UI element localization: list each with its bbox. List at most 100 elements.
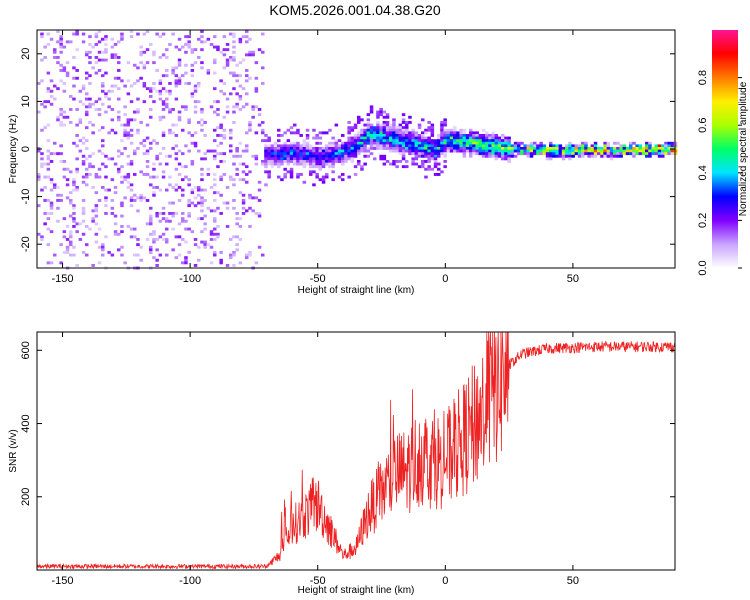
spectrogram-cell xyxy=(161,74,166,78)
spectrogram-cell xyxy=(94,56,99,59)
spectrogram-cell xyxy=(120,79,124,83)
spectrogram-cell xyxy=(200,199,204,202)
spectrogram-cell xyxy=(184,258,188,262)
spectrogram-cell xyxy=(293,123,297,127)
spectrogram-cell xyxy=(385,144,390,148)
spectrogram-cell xyxy=(501,152,505,156)
spectrogram-cell xyxy=(245,209,249,213)
spectrogram-cell xyxy=(401,144,406,148)
spectrogram-cell xyxy=(552,144,556,148)
spectrogram-cell xyxy=(286,157,291,161)
spectrogram-cell xyxy=(593,147,598,150)
spectrogram-cell xyxy=(203,214,207,218)
spectrogram-cell xyxy=(142,63,147,67)
spectrogram-cell xyxy=(360,118,364,122)
spectrogram-cell xyxy=(491,141,495,145)
spectrogram-cell xyxy=(59,79,63,83)
spectrogram-cell xyxy=(248,253,252,257)
spectrogram-cell xyxy=(187,35,191,39)
spectrogram-cell xyxy=(245,92,249,96)
spectrogram-cell xyxy=(545,152,550,156)
spectrogram-cell xyxy=(69,170,73,174)
spectrogram-cell xyxy=(174,82,179,85)
spectrogram-cell xyxy=(171,201,175,205)
spectrogram-cell xyxy=(309,154,313,158)
spectrogram-cell xyxy=(142,100,147,104)
spectrogram-cell xyxy=(97,58,102,62)
spectrogram-xtick-label: -100 xyxy=(179,273,201,285)
spectrogram-cell xyxy=(174,235,179,239)
spectrogram-cell xyxy=(184,63,188,67)
spectrogram-cell xyxy=(667,152,671,156)
spectrogram-cell xyxy=(606,154,611,158)
spectrogram-cell xyxy=(49,89,54,93)
spectrogram-cell xyxy=(104,48,108,52)
spectrogram-cell xyxy=(337,144,342,148)
spectrogram-cell xyxy=(241,87,246,91)
spectrogram-cell xyxy=(213,61,217,65)
spectrogram-cell xyxy=(289,170,294,174)
spectrogram-cell xyxy=(43,175,47,179)
spectrogram-cell xyxy=(187,214,191,218)
spectrogram-cell xyxy=(129,235,134,239)
spectrogram-cell xyxy=(200,30,204,33)
spectrogram-cell xyxy=(536,147,540,150)
spectrogram-cell xyxy=(152,240,156,244)
spectrogram-cell xyxy=(133,149,137,153)
spectrogram-cell xyxy=(94,61,99,65)
spectrogram-cell xyxy=(529,144,534,148)
spectrogram-cell xyxy=(341,173,345,176)
spectrogram-cell xyxy=(635,152,639,156)
spectrogram-cell xyxy=(117,118,121,122)
spectrogram-cell xyxy=(145,173,150,176)
spectrogram-cell xyxy=(507,160,511,163)
spectrogram-cell xyxy=(72,217,76,221)
spectrogram-cell xyxy=(485,154,489,158)
spectrogram-cell xyxy=(126,175,131,179)
spectrogram-cell xyxy=(49,188,54,192)
spectrogram-cell xyxy=(398,131,403,135)
spectrogram-cell xyxy=(424,139,428,143)
spectrogram-cell xyxy=(219,141,223,145)
spectrogram-cell xyxy=(411,141,415,145)
snr-xtick-label: -150 xyxy=(52,575,74,587)
spectrogram-cell xyxy=(123,134,127,137)
spectrogram-cell xyxy=(312,165,316,169)
spectrogram-cell xyxy=(574,149,579,153)
spectrogram-cell xyxy=(305,154,310,158)
spectrogram-cell xyxy=(382,134,387,137)
spectrogram-cell xyxy=(382,123,387,127)
spectrogram-cell xyxy=(613,154,617,158)
spectrogram-cell xyxy=(427,139,431,143)
spectrogram-cell xyxy=(645,152,649,156)
spectrogram-cell xyxy=(491,144,495,148)
spectrogram-cell xyxy=(437,147,441,150)
spectrogram-cell xyxy=(75,157,79,161)
spectrogram-cell xyxy=(597,147,601,150)
spectrogram-cell xyxy=(267,160,271,163)
spectrogram-cell xyxy=(398,128,403,132)
spectrogram-cell xyxy=(40,35,44,39)
spectrogram-cell xyxy=(401,141,406,145)
spectrogram-cell xyxy=(379,134,383,137)
spectrogram-cell xyxy=(174,84,179,88)
spectrogram-cell xyxy=(369,108,374,111)
spectrogram-cell xyxy=(273,147,278,150)
spectrogram-cell xyxy=(88,74,92,78)
spectrogram-cell xyxy=(485,136,489,140)
spectrogram-cell xyxy=(440,136,444,140)
spectrogram-cell xyxy=(177,82,182,85)
spectrogram-cell xyxy=(485,131,489,135)
spectrogram-cell xyxy=(302,144,307,148)
spectrogram-cell xyxy=(568,157,572,161)
spectrogram-cell xyxy=(174,134,179,137)
spectrogram-cell xyxy=(120,245,124,249)
spectrogram-cell xyxy=(395,126,399,130)
spectrogram-cell xyxy=(504,139,508,143)
spectrogram-cell xyxy=(75,222,79,226)
spectrogram-cell xyxy=(462,136,467,140)
spectrogram-cell xyxy=(331,165,335,169)
spectrogram-cell xyxy=(254,162,259,166)
spectrogram-cell xyxy=(193,196,198,200)
